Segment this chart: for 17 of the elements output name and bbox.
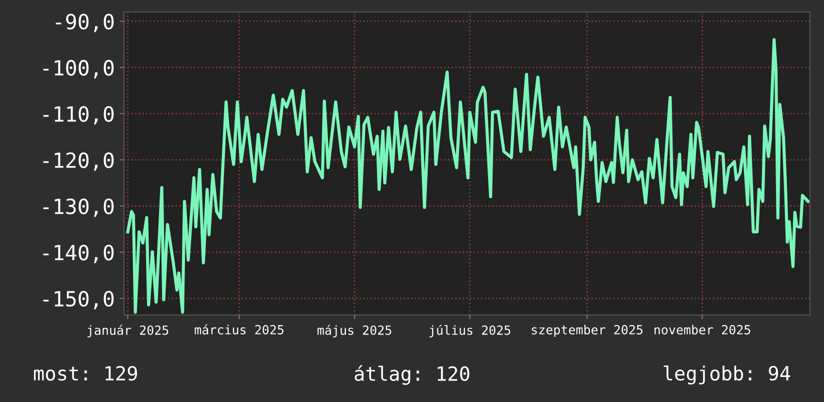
- y-tick-label: -140,0: [43, 244, 114, 264]
- text: most: 129: [34, 366, 137, 381]
- y-tick-label: -110,0: [43, 106, 114, 125]
- y-tick-label: -130,0: [43, 198, 114, 217]
- x-tick-label: július 2025: [430, 324, 510, 338]
- y-tick-label: -150,0: [43, 290, 114, 310]
- text: átlag: 120: [354, 365, 470, 385]
- x-tick-label: március 2025: [194, 324, 284, 334]
- x-tick-label: szeptember 2025: [532, 324, 642, 337]
- text: legjobb: 94: [664, 365, 790, 385]
- x-tick-label: november 2025: [654, 324, 750, 334]
- x-tick-label: május 2025: [318, 324, 392, 338]
- y-tick-label: -100,0: [43, 60, 114, 78]
- y-tick-label: -90,0: [56, 14, 114, 32]
- x-tick-label: január 2025: [88, 324, 168, 338]
- line-series: [126, 38, 810, 314]
- y-tick-label: -120,0: [43, 152, 114, 171]
